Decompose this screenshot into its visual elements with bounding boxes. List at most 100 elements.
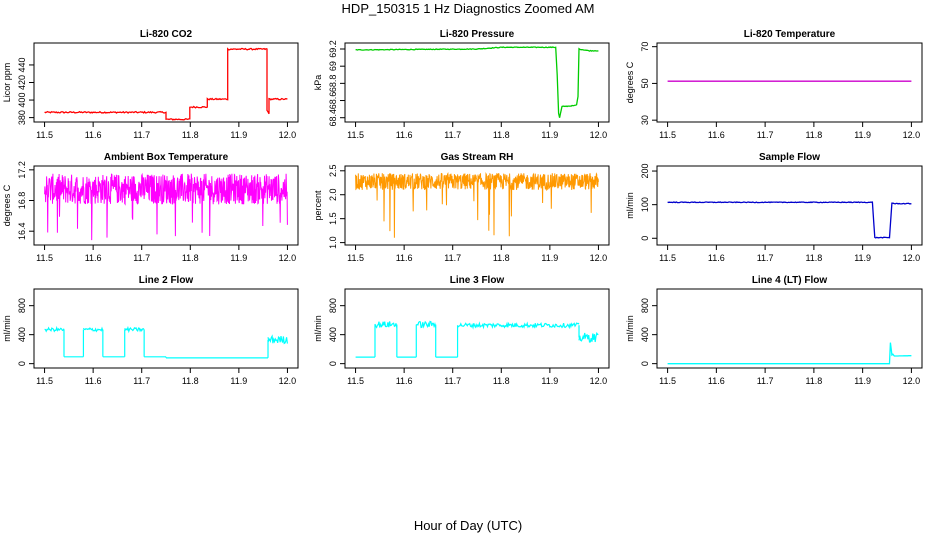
panel-3: Ambient Box Temperature degrees C 11.5 11.6… [2, 152, 299, 263]
panel-6-y-tick-label-0: 0 [17, 361, 27, 366]
panel-1-y-tick-label-0: 68.4 [328, 109, 338, 127]
panel-7-x-tick-label-0: 11.5 [347, 376, 364, 386]
panel-1: Li-820 Pressure kPa 11.5 11.6 11.7 11.8 11.9 12… [313, 29, 610, 140]
panel-6-title: Line 2 Flow [139, 275, 194, 286]
panel-2-frame [656, 42, 923, 123]
panel-8-y-tick-label-1: 400 [640, 327, 650, 342]
panel-7-x-tick-label-1: 11.6 [396, 376, 413, 386]
panel-5-y-axis-label: ml/min [625, 192, 635, 219]
panel-8-series-line-0 [667, 342, 912, 365]
panel-3-series-line [44, 172, 288, 241]
panel-1-x-tick-label-0: 11.5 [347, 130, 364, 140]
panel-5-x-tick-label-5: 12.0 [903, 253, 921, 263]
panel-6-data [44, 325, 288, 359]
panel-2: Li-820 Temperature degrees C 11.5 11.6 11.7 1… [625, 29, 923, 140]
panel-1-x-tick-label-1: 11.6 [396, 130, 413, 140]
panel-1-data [355, 46, 599, 118]
panel-3-y-axis-label: degrees C [2, 184, 12, 226]
panel-2-title: Li-820 Temperature [744, 29, 836, 40]
panel-7-segment-3 [415, 320, 437, 329]
panel-0-title: Li-820 CO2 [140, 29, 193, 40]
panel-6-segment-7 [267, 334, 288, 345]
panel-7-x-tick-label-2: 11.7 [444, 376, 461, 386]
panel-5-x-tick-label-2: 11.7 [757, 253, 774, 263]
panel-2-x-tick-label-1: 11.6 [708, 130, 725, 140]
panel-5-frame [656, 165, 923, 246]
panel-5-x-tick-label-4: 11.9 [854, 253, 871, 263]
panel-7-x-tick-label-4: 11.9 [541, 376, 558, 386]
panel-4-x-tick-label-3: 11.8 [493, 253, 510, 263]
panel-4-data [355, 172, 599, 238]
panel-4-x-tick-label-4: 11.9 [541, 253, 558, 263]
panel-3-x-tick-label-1: 11.6 [85, 253, 102, 263]
panel-3-data [44, 172, 288, 241]
panel-7-y-tick-label-0: 0 [328, 361, 338, 366]
panel-0-data [44, 47, 288, 121]
panel-6: Line 2 Flow ml/min 11.5 11.6 11.7 11.8 11.9 12.… [2, 275, 299, 386]
panel-6-segment-0 [44, 325, 65, 333]
panel-3-x-tick-label-5: 12.0 [279, 253, 297, 263]
panel-0-y-tick-label-0: 380 [17, 110, 27, 125]
panel-6-x-tick-label-2: 11.7 [133, 376, 150, 386]
panel-0-x-tick-label-2: 11.7 [133, 130, 150, 140]
panel-8-x-tick-label-3: 11.8 [805, 376, 822, 386]
panel-4-x-tick-label-1: 11.6 [396, 253, 413, 263]
panel-5-title: Sample Flow [759, 152, 820, 163]
panel-8-data [667, 342, 912, 365]
panel-1-series-line-0 [355, 46, 599, 118]
panel-8-x-tick-label-1: 11.6 [708, 376, 725, 386]
panel-2-x-tick-label-5: 12.0 [903, 130, 921, 140]
panel-8-x-tick-label-0: 11.5 [659, 376, 676, 386]
panel-6-x-tick-label-3: 11.8 [182, 376, 199, 386]
panel-4-x-tick-label-5: 12.0 [590, 253, 608, 263]
panel-6-x-tick-label-5: 12.0 [279, 376, 297, 386]
panel-4-frame [344, 165, 610, 246]
panel-1-x-tick-label-5: 12.0 [590, 130, 608, 140]
figure-title: HDP_150315 1 Hz Diagnostics Zoomed AM [341, 1, 595, 16]
panel-1-y-tick-label-3: 69 [328, 61, 338, 71]
panel-0-y-tick-label-1: 400 [17, 93, 27, 108]
panel-5-x-tick-label-0: 11.5 [659, 253, 676, 263]
panel-4-x-tick-label-0: 11.5 [347, 253, 364, 263]
panel-6-y-axis-label: ml/min [2, 315, 12, 342]
panel-1-x-tick-label-3: 11.8 [493, 130, 510, 140]
panel-0-y-tick-label-2: 420 [17, 75, 27, 90]
panel-4-y-axis-label: percent [313, 190, 323, 221]
panel-4-y-tick-label-1: 1.5 [328, 212, 338, 225]
panel-3-x-tick-label-0: 11.5 [36, 253, 53, 263]
panel-4: Gas Stream RH percent 11.5 11.6 11.7 11.8 11.9… [313, 152, 610, 263]
panel-5-x-tick-label-3: 11.8 [805, 253, 822, 263]
panel-8-x-tick-label-5: 12.0 [903, 376, 921, 386]
panel-6-y-tick-label-2: 800 [17, 298, 27, 313]
panel-0: Li-820 CO2 Licor ppm 11.5 11.6 11.7 11.8 11.9 1… [2, 29, 299, 140]
panel-3-y-tick-label-1: 16.8 [17, 192, 27, 210]
panel-4-series-line [355, 172, 599, 238]
panel-3-x-tick-label-3: 11.8 [182, 253, 199, 263]
panel-3-y-tick-label-2: 17.2 [17, 161, 27, 179]
panel-1-x-tick-label-4: 11.9 [541, 130, 558, 140]
panel-8-title: Line 4 (LT) Flow [752, 275, 828, 286]
panel-1-y-tick-label-1: 68.6 [328, 92, 338, 110]
panel-2-y-tick-label-1: 50 [640, 78, 650, 88]
panel-7-y-tick-label-2: 800 [328, 298, 338, 313]
panel-6-segment-4 [124, 325, 145, 334]
panel-8-x-tick-label-4: 11.9 [854, 376, 871, 386]
panel-4-y-tick-label-0: 1.0 [328, 236, 338, 249]
panel-1-y-tick-label-4: 69.2 [328, 40, 338, 58]
panel-1-frame [344, 42, 610, 123]
panel-7-title: Line 3 Flow [450, 275, 505, 286]
panel-2-y-tick-label-2: 70 [640, 42, 650, 52]
panel-7-segment-5 [457, 321, 580, 330]
panel-4-y-tick-label-2: 2.0 [328, 188, 338, 201]
panel-0-series-line-0 [44, 47, 288, 121]
panel-5-data [667, 201, 912, 239]
panel-2-x-tick-label-0: 11.5 [659, 130, 676, 140]
panel-1-x-tick-label-2: 11.7 [444, 130, 461, 140]
panel-2-x-tick-label-4: 11.9 [854, 130, 871, 140]
panel-6-x-tick-label-4: 11.9 [230, 376, 247, 386]
panel-2-x-tick-label-3: 11.8 [805, 130, 822, 140]
panel-3-frame [33, 165, 299, 246]
panel-5-series-line-0 [667, 201, 912, 239]
panel-5-y-tick-label-2: 200 [640, 164, 650, 179]
